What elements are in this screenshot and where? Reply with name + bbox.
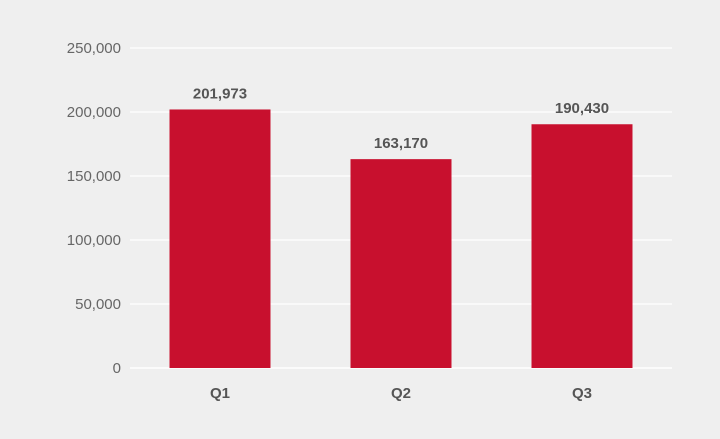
- y-tick-label: 250,000: [67, 40, 121, 57]
- value-label-q2: 163,170: [374, 135, 428, 152]
- x-tick-label-q2: Q2: [391, 385, 411, 402]
- y-axis: 0 50,000 100,000 150,000 200,000 250,000: [67, 40, 121, 377]
- value-label-q3: 190,430: [555, 100, 609, 117]
- y-tick-label: 150,000: [67, 168, 121, 185]
- bar-q2: [350, 159, 452, 368]
- y-tick-label: 50,000: [75, 296, 121, 313]
- y-tick-label: 200,000: [67, 104, 121, 121]
- y-tick-label: 100,000: [67, 232, 121, 249]
- x-tick-label-q1: Q1: [210, 385, 230, 402]
- bar-q3: [531, 124, 633, 368]
- value-labels: 201,973 163,170 190,430: [193, 85, 609, 152]
- bar-q1: [169, 109, 271, 369]
- x-axis: Q1 Q2 Q3: [210, 385, 592, 402]
- bars: [169, 109, 633, 369]
- y-tick-label: 0: [113, 360, 121, 377]
- x-tick-label-q3: Q3: [572, 385, 592, 402]
- value-label-q1: 201,973: [193, 85, 247, 102]
